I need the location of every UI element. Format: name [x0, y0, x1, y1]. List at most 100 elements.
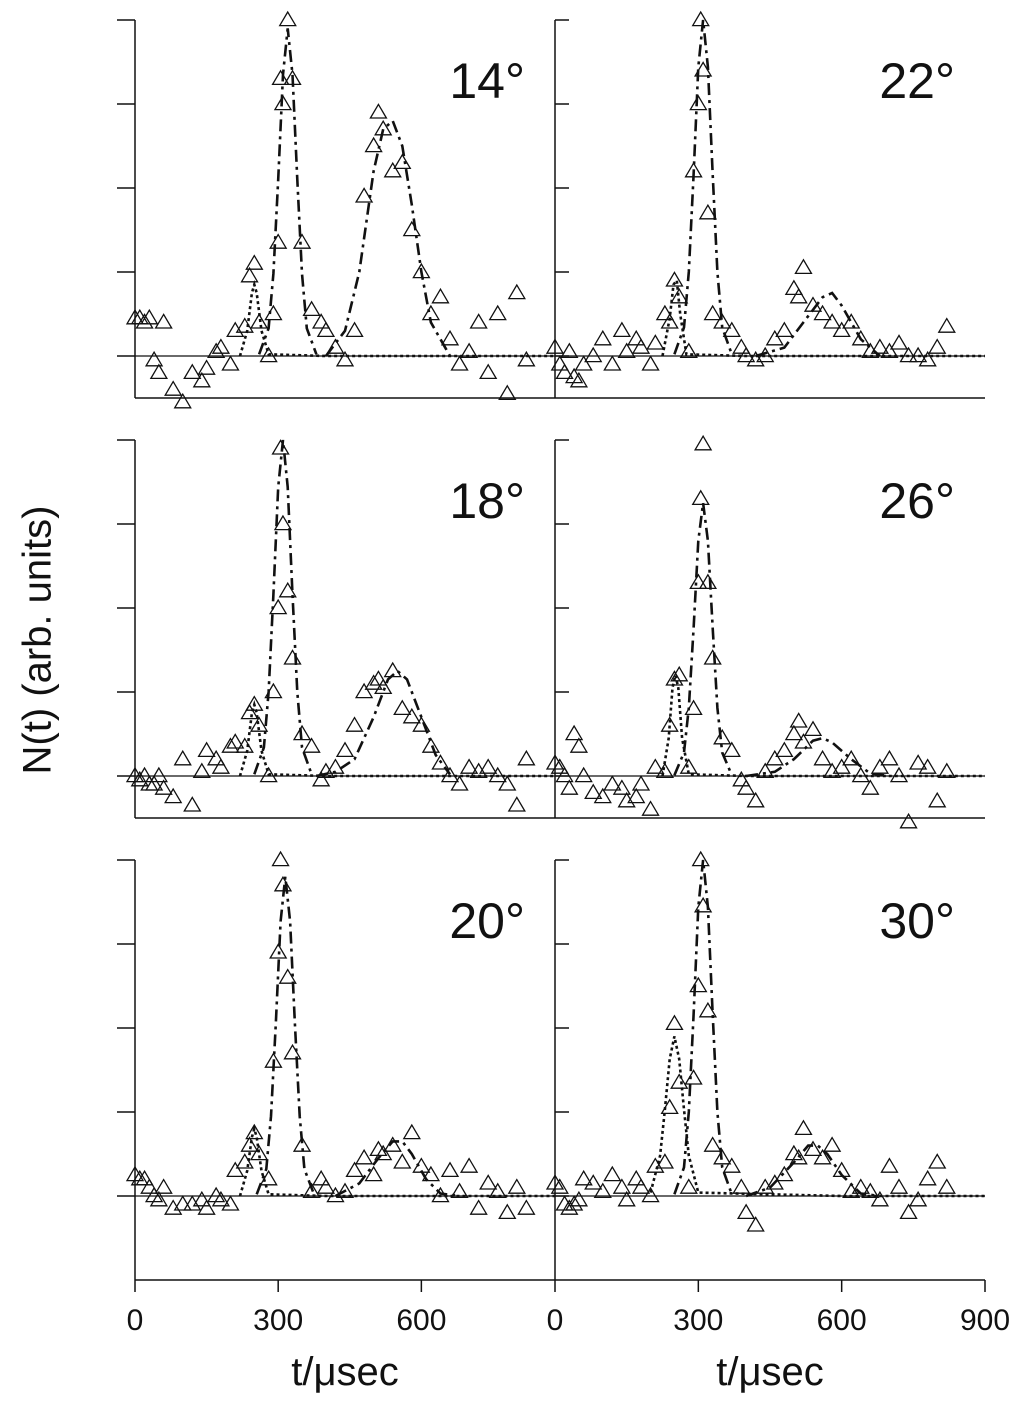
data-point [283, 69, 302, 86]
data-point [756, 762, 775, 779]
data-point [192, 1190, 211, 1207]
data-point [345, 321, 364, 338]
data-point [756, 1178, 775, 1194]
data-point [660, 1098, 679, 1115]
data-point [374, 119, 393, 136]
data-point [173, 1195, 192, 1211]
data-point [660, 716, 679, 732]
data-point [698, 203, 718, 220]
fit-curve [745, 1144, 881, 1198]
x-tick-label: 300 [673, 1304, 723, 1337]
data-point [655, 1153, 675, 1169]
data-point [326, 758, 345, 774]
data-point [560, 342, 579, 359]
data-point [240, 703, 259, 720]
data-point [918, 758, 937, 774]
data-point [249, 313, 269, 329]
data-point [507, 796, 526, 812]
data-point [713, 728, 732, 745]
fit-curve [673, 502, 733, 776]
data-point [192, 371, 211, 388]
data-point [655, 762, 675, 779]
data-point [631, 775, 651, 791]
data-point [488, 1182, 507, 1199]
data-point [698, 1001, 718, 1018]
data-point [703, 649, 722, 665]
data-point [316, 762, 336, 779]
data-point [560, 779, 579, 795]
data-point [889, 334, 909, 350]
data-point [574, 355, 593, 371]
x-tick-label: 0 [127, 1304, 144, 1337]
data-point [364, 136, 383, 153]
data-point [646, 334, 665, 350]
data-point [311, 1169, 331, 1186]
fit-curve [238, 279, 555, 358]
data-point [569, 371, 589, 388]
data-point [374, 1144, 393, 1161]
data-point [732, 770, 751, 787]
data-point [498, 775, 517, 791]
data-point [584, 783, 603, 800]
data-point [402, 220, 421, 237]
data-point [574, 1169, 593, 1186]
data-point [631, 338, 651, 354]
data-point [665, 1014, 684, 1031]
data-point [679, 1178, 698, 1194]
data-point [574, 766, 593, 783]
data-point [842, 313, 861, 329]
data-point [183, 363, 202, 380]
x-axis-label: t/μsec [716, 1350, 824, 1394]
y-axis-label: N(t) (arb. units) [16, 506, 60, 775]
data-point [269, 943, 288, 959]
data-point [311, 313, 331, 329]
data-point [861, 342, 880, 359]
data-point [273, 514, 293, 531]
data-point [264, 1052, 283, 1068]
data-point [154, 779, 173, 795]
data-point [703, 304, 722, 321]
data-point [517, 749, 536, 766]
fit-curve [255, 876, 316, 1195]
data-point [765, 329, 784, 346]
data-point [354, 682, 374, 699]
data-point [144, 350, 164, 367]
x-axis-label: t/μsec [291, 1350, 399, 1394]
data-point [794, 1119, 813, 1136]
data-point [264, 304, 283, 321]
data-point [517, 1199, 536, 1215]
data-point [421, 737, 441, 753]
data-point [937, 317, 956, 333]
data-point [450, 1182, 469, 1199]
data-point [870, 338, 890, 354]
data-point [226, 1161, 245, 1178]
data-point [641, 355, 660, 371]
data-point [393, 1153, 412, 1169]
data-point [756, 346, 775, 363]
data-point [431, 1186, 450, 1203]
data-point [813, 304, 832, 321]
data-point [130, 770, 149, 787]
data-point [603, 355, 622, 371]
data-point [488, 766, 507, 783]
data-point [746, 791, 765, 808]
data-point [550, 758, 569, 774]
data-point [684, 1069, 703, 1085]
data-point [278, 581, 297, 598]
angle-label: 20° [449, 893, 525, 949]
data-point [498, 1203, 517, 1220]
data-point [832, 758, 851, 774]
data-point [302, 1182, 321, 1199]
data-point [627, 787, 646, 804]
data-point [918, 1169, 937, 1186]
data-point [271, 439, 290, 455]
fit-curve [316, 669, 452, 778]
data-point [488, 304, 507, 321]
data-point [803, 1140, 823, 1157]
data-point [560, 1199, 579, 1215]
data-point [292, 233, 312, 249]
data-point [383, 161, 402, 178]
data-point [803, 296, 823, 312]
data-point [383, 1136, 402, 1152]
data-point [861, 1182, 880, 1199]
